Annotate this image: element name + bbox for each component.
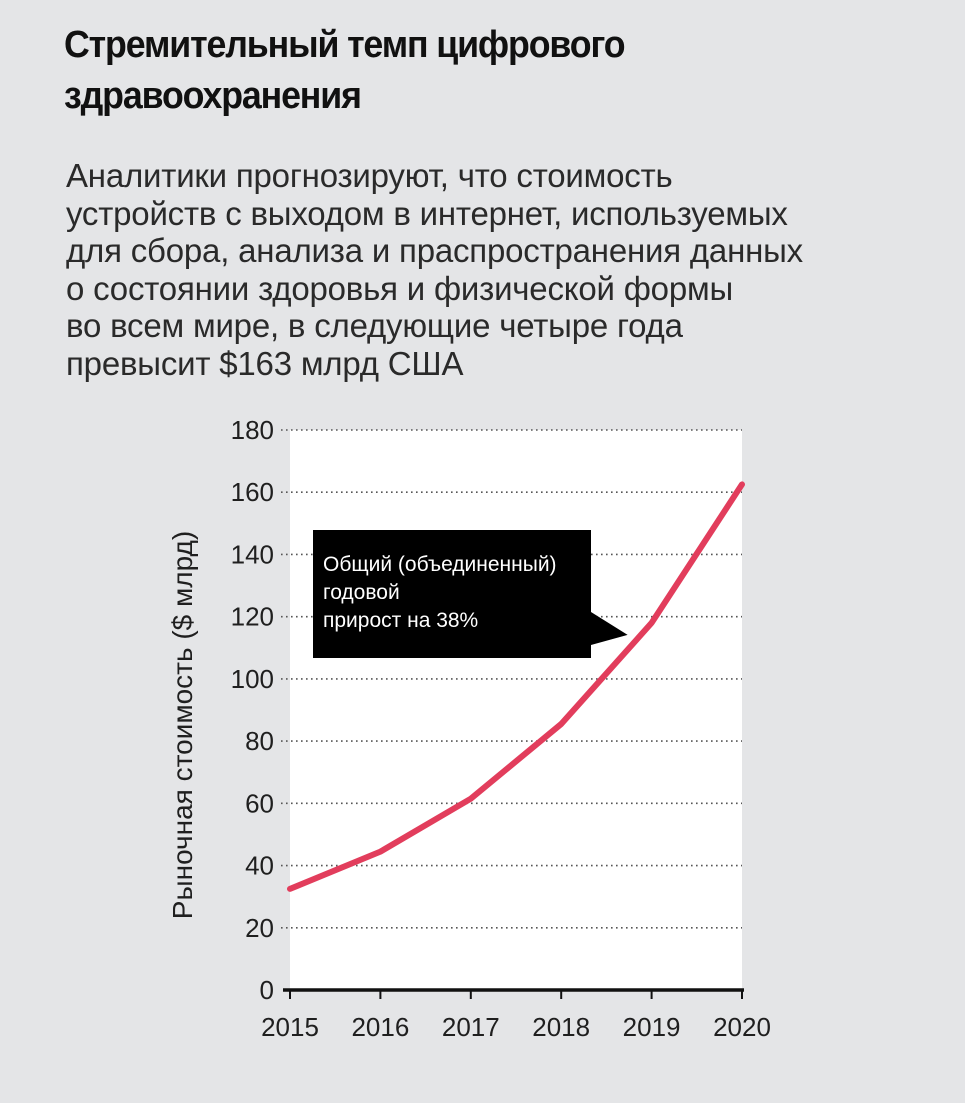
y-axis-title: Рыночная стоимость ($ млрд) [167, 531, 198, 919]
callout-line-1: Общий (объединенный) [323, 553, 557, 576]
chart-title: Стремительный темп цифрового здравоохран… [64, 20, 891, 122]
chart-title-line-1: Стремительный темп цифрового [64, 24, 626, 66]
y-axis-ticks: 0 20 40 60 80 100 120 140 160 180 [231, 415, 274, 1005]
callout-box [313, 530, 628, 658]
plot-area [290, 430, 742, 990]
callout-text: Общий (объединенный) годовой прирост на … [323, 553, 562, 632]
y-tick-label: 20 [245, 913, 274, 943]
y-tick-label: 160 [231, 477, 274, 507]
chart-subtitle: Аналитики прогнозируют, что стоимость ус… [66, 157, 946, 383]
x-tick-label: 2020 [713, 1012, 771, 1042]
y-tick-label: 40 [245, 851, 274, 881]
y-tick-label: 80 [245, 726, 274, 756]
subtitle-line-5: во всем мире, в следующие четыре года [66, 307, 683, 345]
subtitle-line-3: для сбора, анализа и праспространения да… [66, 232, 803, 270]
y-tick-label: 140 [231, 539, 274, 569]
x-tick-label: 2018 [532, 1012, 590, 1042]
series-line [287, 481, 745, 892]
growth-callout: Общий (объединенный) годовой прирост на … [313, 530, 628, 658]
y-tick-label: 180 [231, 415, 274, 445]
chart-title-line-2: здравоохранения [64, 75, 362, 117]
subtitle-line-4: о состоянии здоровья и физической формы [66, 269, 733, 307]
y-tick-label: 0 [260, 975, 274, 1005]
x-axis: 2015 2016 2017 2018 2019 2020 [261, 988, 771, 1042]
y-tick-label: 120 [231, 602, 274, 632]
subtitle-line-2: устройств с выходом в интернет, использу… [66, 194, 788, 232]
x-tick-label: 2017 [442, 1012, 500, 1042]
y-tick-label: 60 [245, 788, 274, 818]
subtitle-line-1: Аналитики прогнозируют, что стоимость [66, 157, 673, 194]
callout-line-2: годовой [323, 581, 400, 604]
callout-line-3: прирост на 38% [323, 609, 478, 632]
x-tick-label: 2019 [623, 1012, 681, 1042]
y-tick-label: 100 [231, 664, 274, 694]
x-tick-label: 2016 [351, 1012, 409, 1042]
subtitle-line-6: превысит $163 млрд США [66, 344, 464, 382]
x-tick-label: 2015 [261, 1012, 319, 1042]
